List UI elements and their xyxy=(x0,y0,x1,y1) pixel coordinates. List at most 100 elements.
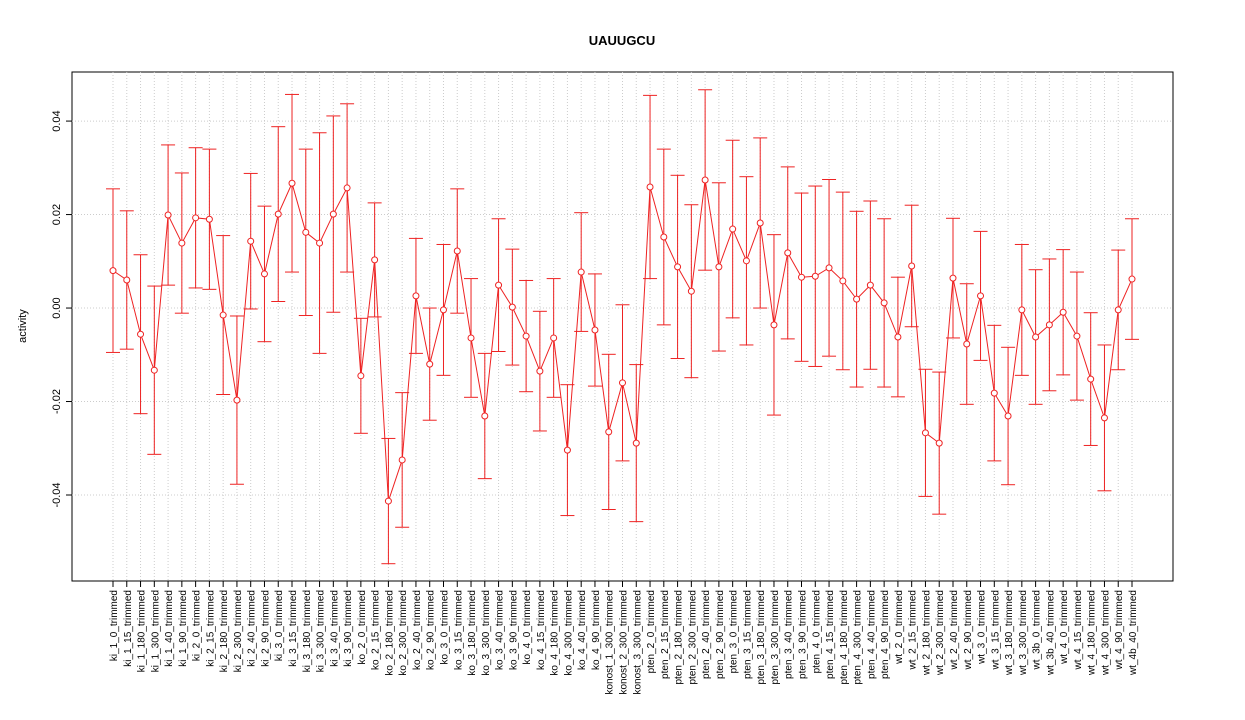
x-tick-label: ki_1_40_trimmed xyxy=(164,590,175,667)
x-tick-label: wt_2_300_trimmed xyxy=(935,590,946,676)
point xyxy=(1032,333,1040,341)
point xyxy=(536,367,544,375)
x-tick-label: wt_3_300_trimmed xyxy=(1018,590,1029,676)
x-tick-label: ki_1_90_trimmed xyxy=(178,590,189,667)
point xyxy=(522,332,530,340)
x-tick-label: ki_3_90_trimmed xyxy=(343,590,354,667)
x-tick-label: wt_4_0_trimmed xyxy=(1059,590,1070,665)
x-tick-label: ko_2_90_trimmed xyxy=(426,590,437,670)
point xyxy=(880,299,888,307)
x-tick-label: wt_3_180_trimmed xyxy=(1004,590,1015,676)
x-tick-label: ko_4_40_trimmed xyxy=(577,590,588,670)
point xyxy=(481,412,489,420)
point xyxy=(508,303,516,311)
x-tick-label: ko_4_300_trimmed xyxy=(563,590,574,676)
x-tick-label: pten_2_40_trimmed xyxy=(701,590,712,679)
point xyxy=(784,249,792,257)
point xyxy=(825,264,833,272)
point xyxy=(866,281,874,289)
x-tick-label: pten_3_15_trimmed xyxy=(742,590,753,679)
point xyxy=(357,372,365,380)
x-tick-label: wt_2_90_trimmed xyxy=(963,590,974,670)
point xyxy=(908,262,916,270)
point xyxy=(742,257,750,265)
point xyxy=(274,210,282,218)
point xyxy=(1087,375,1095,383)
x-tick-label: pten_4_0_trimmed xyxy=(811,590,822,673)
point xyxy=(316,239,324,247)
x-tick-label: ki_2_40_trimmed xyxy=(247,590,258,667)
y-axis-label: activity xyxy=(17,309,29,343)
point xyxy=(646,183,654,191)
point xyxy=(398,456,406,464)
x-tick-label: pten_3_40_trimmed xyxy=(784,590,795,679)
x-tick-label: wt_4_15_trimmed xyxy=(1073,590,1084,670)
point xyxy=(164,211,172,219)
y-tick-label: 0.00 xyxy=(51,297,63,318)
x-tick-label: konost_1_300_trimmed xyxy=(605,590,616,695)
point xyxy=(811,272,819,280)
x-tick-label: pten_4_180_trimmed xyxy=(839,590,850,685)
point xyxy=(219,311,227,319)
x-tick-label: wt_4_300_trimmed xyxy=(1100,590,1111,676)
point xyxy=(1045,321,1053,329)
point xyxy=(674,263,682,271)
x-tick-label: ki_1_0_trimmed xyxy=(109,590,120,661)
x-tick-label: ko_4_0_trimmed xyxy=(522,590,533,664)
x-tick-label: ko_2_300_trimmed xyxy=(398,590,409,676)
point xyxy=(839,277,847,285)
point xyxy=(109,267,117,275)
x-tick-label: ko_3_0_trimmed xyxy=(439,590,450,664)
x-tick-label: ki_3_180_trimmed xyxy=(302,590,313,672)
point xyxy=(550,334,558,342)
point xyxy=(756,219,764,227)
x-tick-label: konost_2_300_trimmed xyxy=(619,590,630,695)
point xyxy=(288,179,296,187)
x-tick-label: ko_2_180_trimmed xyxy=(384,590,395,676)
point xyxy=(687,287,695,295)
point xyxy=(150,366,158,374)
x-tick-label: ko_4_90_trimmed xyxy=(591,590,602,670)
point xyxy=(192,214,200,222)
point xyxy=(605,428,613,436)
point xyxy=(577,268,585,276)
point xyxy=(1114,306,1122,314)
point xyxy=(412,292,420,300)
point xyxy=(977,292,985,300)
point xyxy=(1018,306,1026,314)
x-tick-label: pten_2_0_trimmed xyxy=(646,590,657,673)
x-tick-label: pten_2_300_trimmed xyxy=(687,590,698,685)
x-tick-label: ki_3_40_trimmed xyxy=(329,590,340,667)
point xyxy=(439,306,447,314)
point xyxy=(770,321,778,329)
x-tick-label: ki_1_15_trimmed xyxy=(123,590,134,667)
point xyxy=(1128,275,1136,283)
y-tick-label: 0.02 xyxy=(51,204,63,225)
x-tick-label: pten_3_90_trimmed xyxy=(798,590,809,679)
x-tick-label: pten_3_300_trimmed xyxy=(770,590,781,685)
x-tick-label: ki_3_0_trimmed xyxy=(274,590,285,661)
point xyxy=(853,295,861,303)
x-tick-label: wt_4_180_trimmed xyxy=(1087,590,1098,676)
point xyxy=(715,263,723,271)
x-tick-label: konost_3_300_trimmed xyxy=(632,590,643,695)
x-tick-label: wt_2_180_trimmed xyxy=(921,590,932,676)
x-tick-label: ko_3_40_trimmed xyxy=(495,590,506,670)
x-tick-label: ko_3_15_trimmed xyxy=(453,590,464,670)
x-tick-label: ko_2_40_trimmed xyxy=(412,590,423,670)
point xyxy=(701,176,709,184)
point xyxy=(963,340,971,348)
point xyxy=(260,270,268,278)
x-tick-label: ko_3_180_trimmed xyxy=(467,590,478,676)
y-tick-label: -0.04 xyxy=(51,482,63,507)
point xyxy=(123,276,131,284)
x-tick-label: pten_3_0_trimmed xyxy=(729,590,740,673)
point xyxy=(178,239,186,247)
x-tick-label: ki_1_180_trimmed xyxy=(137,590,148,672)
point xyxy=(591,326,599,334)
point xyxy=(453,247,461,255)
point xyxy=(949,274,957,282)
x-tick-label: ko_3_300_trimmed xyxy=(481,590,492,676)
x-tick-label: ko_3_90_trimmed xyxy=(508,590,519,670)
